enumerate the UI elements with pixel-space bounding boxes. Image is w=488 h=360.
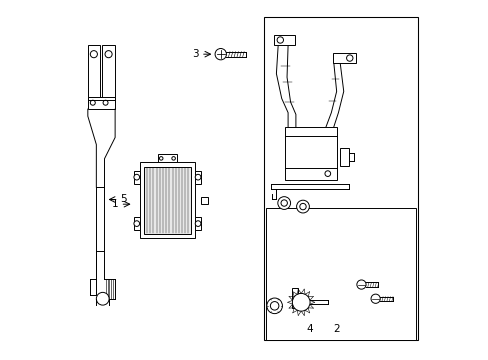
Circle shape	[171, 157, 175, 160]
Circle shape	[299, 203, 305, 210]
Circle shape	[266, 298, 282, 314]
Bar	[264, 17, 417, 339]
Text: 5: 5	[120, 194, 127, 204]
Polygon shape	[332, 53, 355, 63]
Bar	[265, 208, 416, 339]
Polygon shape	[195, 217, 201, 230]
Circle shape	[195, 174, 201, 180]
Polygon shape	[340, 148, 348, 166]
Circle shape	[103, 100, 108, 105]
Bar	[157, 154, 177, 162]
Circle shape	[105, 51, 112, 58]
Polygon shape	[133, 217, 140, 230]
Circle shape	[292, 293, 309, 311]
Circle shape	[277, 37, 283, 43]
Circle shape	[325, 171, 330, 176]
Text: 4: 4	[306, 324, 313, 334]
Bar	[140, 162, 195, 238]
Polygon shape	[88, 45, 100, 102]
Polygon shape	[273, 35, 295, 45]
Circle shape	[296, 200, 309, 213]
Circle shape	[346, 55, 352, 61]
Circle shape	[90, 51, 97, 58]
Circle shape	[90, 100, 95, 105]
Text: 3: 3	[192, 49, 199, 59]
Text: 2: 2	[333, 324, 339, 334]
Bar	[144, 167, 190, 234]
Circle shape	[281, 200, 287, 206]
Circle shape	[159, 157, 163, 160]
Circle shape	[134, 174, 139, 180]
Bar	[201, 197, 207, 203]
Circle shape	[134, 221, 139, 226]
Circle shape	[195, 221, 201, 226]
Polygon shape	[195, 171, 201, 184]
Polygon shape	[133, 171, 140, 184]
Circle shape	[96, 292, 109, 305]
Polygon shape	[292, 288, 306, 307]
Circle shape	[370, 294, 380, 303]
Text: 1: 1	[112, 199, 119, 209]
Circle shape	[270, 302, 278, 310]
Circle shape	[277, 197, 290, 210]
Polygon shape	[88, 97, 115, 109]
Circle shape	[356, 280, 366, 289]
Circle shape	[215, 49, 226, 60]
Bar	[285, 127, 336, 180]
Polygon shape	[102, 45, 115, 102]
